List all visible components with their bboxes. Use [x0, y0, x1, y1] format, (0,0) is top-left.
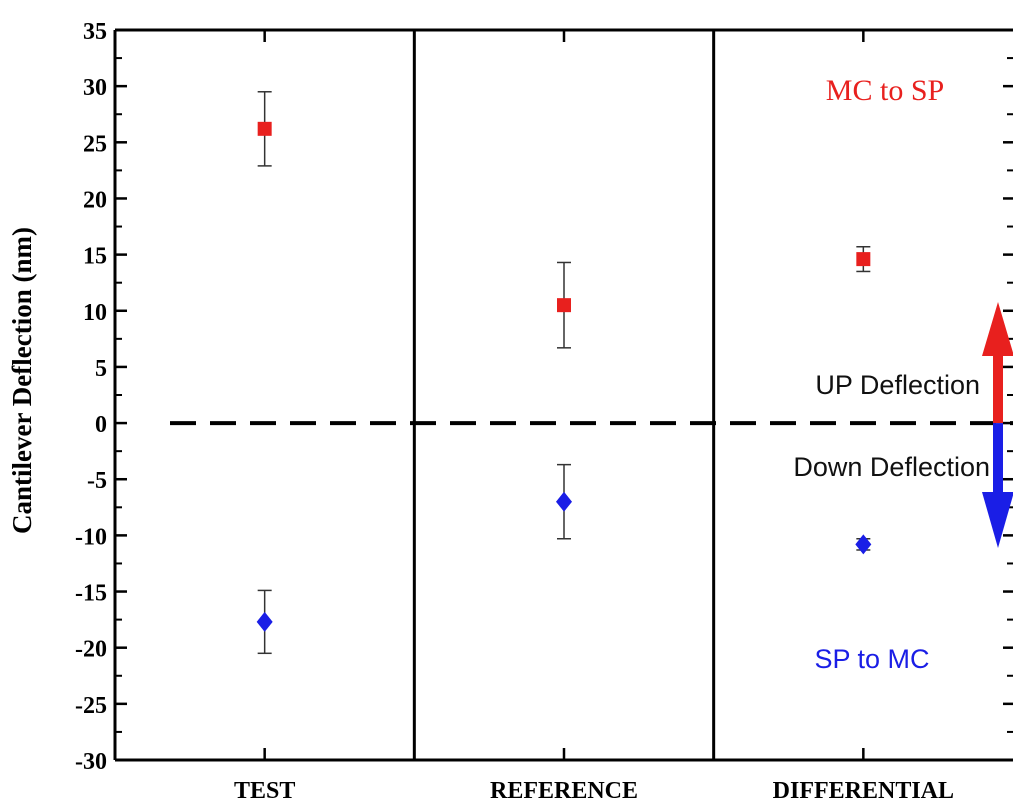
y-tick-label: 10: [83, 300, 107, 326]
series-label-sp-to-mc: SP to MC: [814, 644, 929, 674]
y-tick-label: 25: [83, 131, 107, 157]
y-tick-label: -5: [87, 468, 107, 494]
series-label-mc-to-sp: MC to SP: [826, 74, 944, 107]
y-tick-label: 20: [83, 187, 107, 213]
square-point: [856, 252, 871, 267]
y-axis-title: Cantilever Deflection (nm): [6, 226, 37, 534]
x-tick-label: DIFFERENTIAL: [773, 778, 954, 803]
axis-ticks: 35 30 25 20 15 10 5 0 -5 -10 -15 -20 -25 -30 TEST REFER…: [75, 19, 1013, 803]
diamond-point: [556, 491, 572, 512]
down-deflection-label: Down Deflection: [793, 452, 990, 482]
y-tick-label: -10: [75, 524, 107, 550]
y-tick-label: 35: [83, 19, 107, 45]
annotations: MC to SP SP to MC UP Deflection Down Deflec…: [793, 74, 1013, 674]
up-deflection-label: UP Deflection: [815, 370, 980, 400]
y-tick-label: 15: [83, 244, 107, 270]
data-marks: [256, 91, 872, 655]
square-point: [257, 121, 272, 136]
down-arrow-head: [982, 492, 1013, 548]
y-tick-label: -25: [75, 693, 107, 719]
y-tick-label: 30: [83, 75, 107, 101]
y-tick-label: -15: [75, 581, 107, 607]
up-arrow-shaft: [993, 350, 1003, 424]
diamond-point: [256, 611, 273, 632]
y-tick-label: -20: [75, 637, 107, 663]
down-arrow-shaft: [993, 423, 1003, 495]
up-arrow-head: [982, 302, 1013, 356]
diamond-point: [855, 534, 872, 555]
square-point: [557, 298, 571, 313]
x-tick-label: TEST: [234, 778, 295, 803]
y-tick-label: 0: [95, 412, 107, 438]
y-axis-title-wrap: Cantilever Deflection (nm): [2, 90, 42, 670]
y-tick-label: 5: [95, 356, 107, 382]
y-tick-label: -30: [75, 749, 107, 775]
x-tick-label: REFERENCE: [490, 778, 638, 803]
